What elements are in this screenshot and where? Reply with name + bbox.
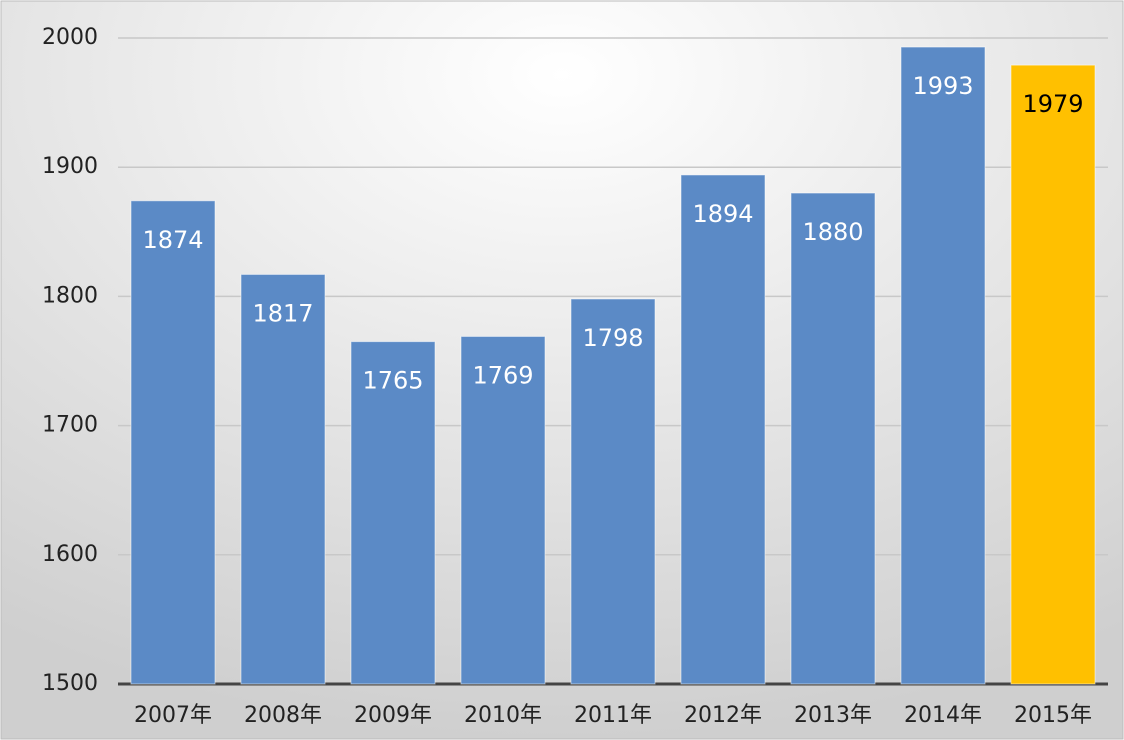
y-tick-label: 1700	[42, 413, 98, 438]
x-tick-label: 2011年	[574, 703, 652, 728]
y-tick-label: 1600	[42, 542, 98, 567]
y-tick-label: 2000	[42, 25, 98, 50]
bar	[570, 298, 656, 685]
bar	[1010, 64, 1096, 685]
x-tick-label: 2012年	[684, 703, 762, 728]
data-label: 1817	[252, 299, 313, 327]
y-tick-label: 1900	[42, 154, 98, 179]
data-label: 1894	[692, 200, 753, 228]
x-tick-label: 2009年	[354, 703, 432, 728]
data-label: 1769	[472, 361, 533, 389]
bar	[130, 200, 216, 685]
bar	[680, 174, 766, 685]
x-tick-label: 2010年	[464, 703, 542, 728]
x-tick-label: 2013年	[794, 703, 872, 728]
y-tick-label: 1500	[42, 671, 98, 696]
data-label: 1798	[582, 324, 643, 352]
x-tick-label: 2008年	[244, 703, 322, 728]
data-label: 1880	[802, 218, 863, 246]
data-label: 1979	[1022, 90, 1083, 118]
x-tick-label: 2014年	[904, 703, 982, 728]
bar	[350, 341, 436, 685]
y-tick-label: 1800	[42, 283, 98, 308]
data-label: 1874	[142, 226, 203, 254]
bar	[460, 335, 546, 685]
data-label: 1993	[912, 72, 973, 100]
bar	[900, 46, 986, 685]
data-label: 1765	[362, 367, 423, 395]
bar	[790, 192, 876, 685]
x-tick-label: 2007年	[134, 703, 212, 728]
bar	[240, 273, 326, 685]
x-tick-label: 2015年	[1014, 703, 1092, 728]
